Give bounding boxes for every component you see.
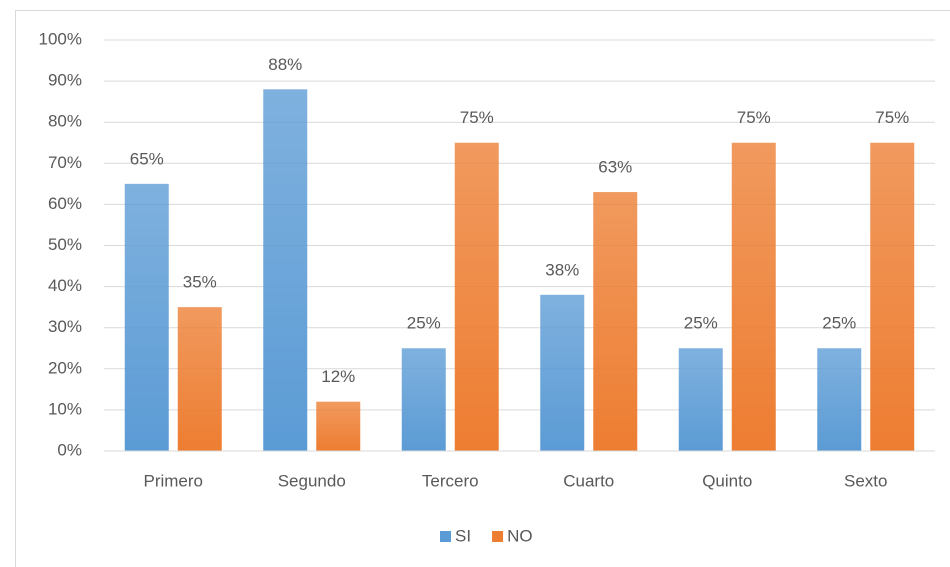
bar xyxy=(593,192,638,451)
bar xyxy=(177,307,222,451)
y-tick-label: 60% xyxy=(48,194,82,213)
data-label: 65% xyxy=(130,149,164,168)
data-label: 88% xyxy=(268,55,302,74)
y-tick-label: 50% xyxy=(48,235,82,254)
y-tick-label: 100% xyxy=(39,29,82,48)
x-tick-label: Segundo xyxy=(278,471,346,490)
y-tick-label: 90% xyxy=(48,71,82,90)
bar xyxy=(678,348,723,451)
bar xyxy=(454,142,499,451)
x-tick-label: Cuarto xyxy=(563,471,614,490)
bar xyxy=(316,401,361,451)
data-label: 25% xyxy=(407,314,441,333)
data-label: 25% xyxy=(822,314,856,333)
y-tick-label: 30% xyxy=(48,317,82,336)
x-tick-label: Quinto xyxy=(702,471,752,490)
y-tick-label: 0% xyxy=(57,440,82,459)
data-label: 25% xyxy=(684,314,718,333)
legend-label: SI xyxy=(455,526,471,545)
data-label: 38% xyxy=(545,260,579,279)
data-label: 12% xyxy=(321,367,355,386)
x-tick-label: Sexto xyxy=(844,471,887,490)
legend-label: NO xyxy=(507,526,533,545)
y-tick-label: 40% xyxy=(48,276,82,295)
data-label: 35% xyxy=(183,273,217,292)
data-label: 75% xyxy=(460,108,494,127)
data-label: 75% xyxy=(875,108,909,127)
legend-swatch xyxy=(492,531,504,542)
bar xyxy=(401,348,446,451)
x-tick-label: Primero xyxy=(143,471,203,490)
bar xyxy=(263,89,308,451)
data-label: 75% xyxy=(737,108,771,127)
y-tick-label: 70% xyxy=(48,153,82,172)
bar xyxy=(870,142,915,451)
y-tick-label: 20% xyxy=(48,358,82,377)
y-tick-label: 80% xyxy=(48,112,82,131)
data-label: 63% xyxy=(598,158,632,177)
bar xyxy=(817,348,862,451)
y-tick-label: 10% xyxy=(48,399,82,418)
bar xyxy=(124,183,169,451)
bar xyxy=(731,142,776,451)
x-tick-label: Tercero xyxy=(422,471,479,490)
legend-swatch xyxy=(440,531,451,542)
bar xyxy=(540,294,585,451)
